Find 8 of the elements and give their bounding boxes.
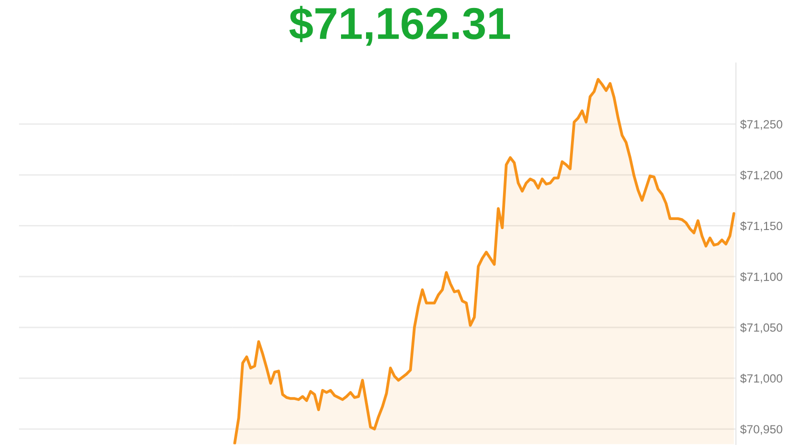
y-tick-label: $70,950 — [740, 424, 782, 435]
y-tick-label: $71,150 — [740, 221, 782, 232]
y-tick-label: $71,100 — [740, 272, 782, 282]
y-tick-label: $71,200 — [740, 170, 782, 181]
y-tick-label: $71,000 — [740, 374, 782, 384]
y-tick-label: $71,250 — [740, 120, 782, 130]
y-tick-label: $71,050 — [740, 322, 782, 334]
chart-title: $71,162.31 — [289, 6, 510, 46]
